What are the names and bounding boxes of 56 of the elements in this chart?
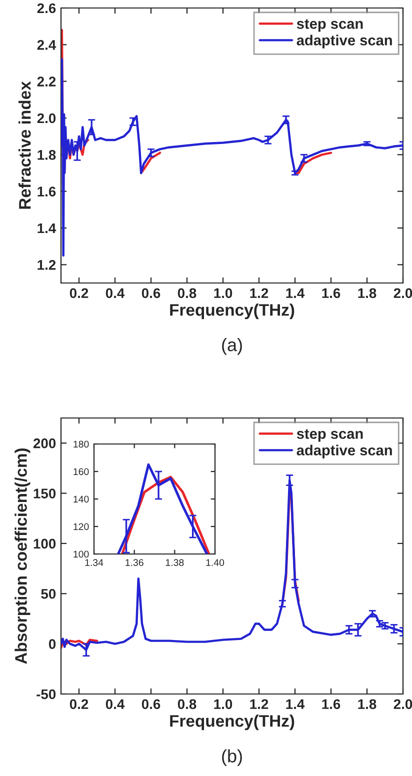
y-tick-label: 1.8	[38, 150, 56, 160]
x-tick-label: 1.8	[358, 288, 376, 298]
x-tick-label: 0.6	[142, 699, 160, 710]
y-axis-title: Refractive index	[18, 81, 31, 209]
x-tick-label: 1.6	[322, 288, 340, 298]
y-tick-label: 150	[34, 488, 56, 498]
y-tick-label: 1.4	[38, 223, 56, 234]
y-tick-label: 1.2	[38, 260, 56, 270]
y-tick-label: 180	[74, 440, 89, 448]
y-tick-label: 2.2	[37, 76, 56, 86]
y-tick-label: 140	[74, 496, 89, 503]
x-tick-label: 1.34	[85, 559, 104, 566]
text: (b)	[222, 749, 242, 766]
x-tick-label: 1.4	[286, 699, 305, 709]
y-tick-label: 1.6	[38, 186, 56, 197]
x-tick-label: 1.38	[166, 559, 184, 566]
y-tick-label: 2.6	[37, 3, 56, 14]
y-tick-label: 0	[48, 639, 56, 649]
y-axis-title: Absorption coefficient(/cm)	[14, 448, 30, 664]
x-tick-label: 1.36	[126, 559, 144, 566]
x-tick-label: 0.2	[70, 699, 88, 710]
y-tick-label: 160	[74, 468, 89, 476]
line-series	[61, 58, 403, 257]
x-tick-label: 1.4	[286, 288, 305, 298]
x-tick-label: 1.40	[206, 559, 224, 566]
y-tick-label: 2.4	[37, 40, 56, 50]
x-tick-label: 1.0	[214, 288, 232, 298]
x-tick-label: 1.8	[358, 699, 376, 710]
x-tick-label: 0.8	[178, 288, 196, 298]
x-tick-label: 2.0	[394, 699, 412, 710]
x-tick-label: 1.2	[250, 288, 268, 298]
x-tick-label: 0.6	[142, 288, 160, 298]
legend-label: adaptive scan	[296, 444, 392, 458]
x-tick-label: 2.0	[394, 288, 412, 298]
x-tick-label: 0.4	[106, 288, 125, 298]
x-axis-title: Frequency(THz)	[170, 714, 294, 730]
y-tick-label: 100	[74, 550, 89, 558]
x-tick-label: 1.2	[250, 699, 268, 709]
text: (a)	[222, 338, 242, 355]
x-tick-label: 0.2	[70, 288, 88, 298]
x-tick-label: 0.8	[178, 699, 196, 710]
line-series	[116, 463, 208, 554]
y-tick-label: -50	[36, 689, 56, 700]
x-tick-label: 1.6	[322, 699, 340, 710]
y-tick-label: 200	[33, 438, 56, 448]
x-axis-title: Frequency(THz)	[170, 304, 294, 320]
y-tick-label: 120	[74, 523, 89, 530]
legend-label: adaptive scan	[296, 34, 392, 48]
line-series	[61, 479, 403, 651]
y-tick-label: 50	[41, 588, 56, 599]
legend-label: step scan	[296, 19, 363, 32]
x-tick-label: 1.0	[214, 699, 232, 710]
y-tick-label: 2.0	[37, 113, 56, 124]
x-tick-label: 0.4	[106, 699, 125, 710]
y-tick-label: 100	[34, 538, 56, 549]
legend-label: step scan	[296, 429, 363, 442]
